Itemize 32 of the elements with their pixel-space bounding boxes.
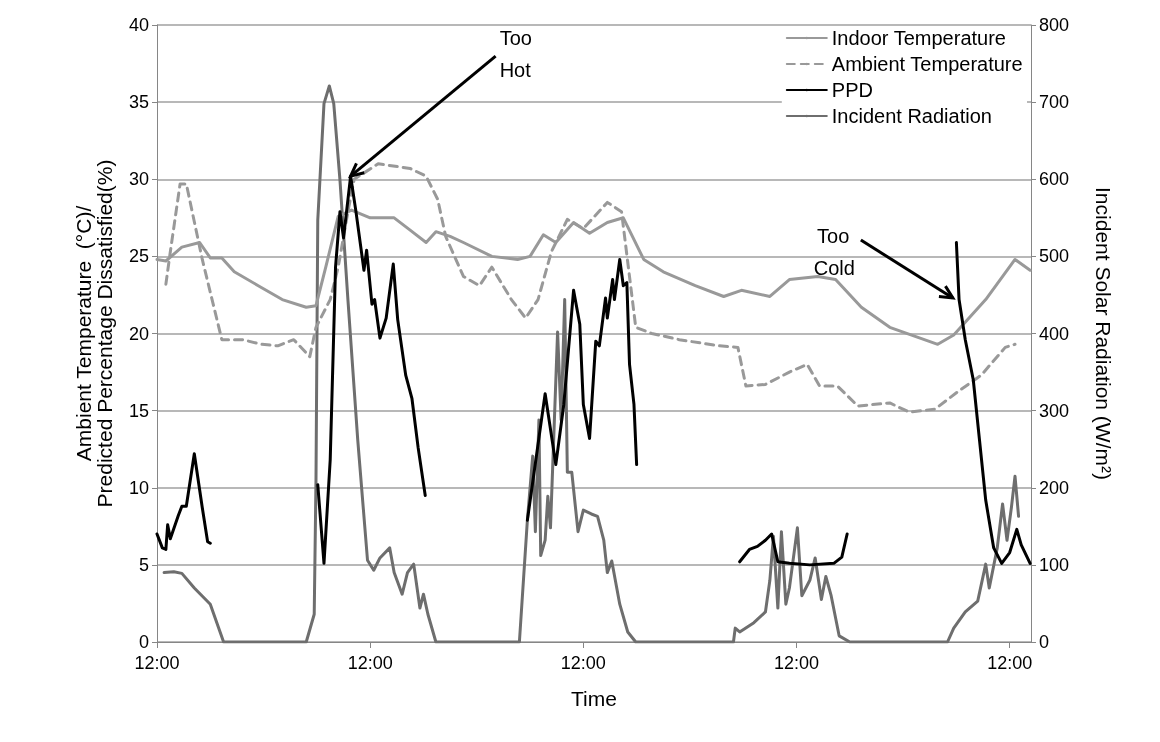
y2-axis-title: Incident Solar Radiation (W/m²): [1092, 187, 1115, 480]
y2-tick-label: 200: [1039, 477, 1070, 498]
y-tick-label: 40: [128, 15, 149, 35]
annotation: Too Cold: [813, 225, 855, 280]
legend-label: Indoor Temperature: [831, 27, 1006, 49]
x-axis-title: Time: [571, 687, 617, 710]
y-tick-label: 0: [138, 632, 149, 652]
y-tick-label: 10: [128, 477, 149, 498]
y2-tick-label: 100: [1039, 554, 1070, 575]
y2-tick-label: 800: [1039, 15, 1070, 35]
y-tick-label: 25: [128, 246, 149, 267]
y2-tick-label: 700: [1039, 92, 1070, 113]
legend-label: Ambient Temperature: [831, 53, 1023, 75]
y2-tick-label: 300: [1039, 400, 1070, 421]
y-tick-label: 5: [138, 554, 149, 575]
x-tick-label: 12:00: [560, 653, 606, 673]
y-tick-label: 35: [128, 92, 149, 113]
y-tick-label: 30: [128, 169, 149, 190]
x-tick-label: 12:00: [134, 653, 180, 673]
y2-tick-label: 600: [1039, 169, 1070, 190]
y2-tick-label: 400: [1039, 323, 1070, 344]
annotation: Too Hot: [499, 27, 538, 82]
legend-label: PPD: [831, 79, 873, 101]
y-tick-label: 15: [128, 400, 149, 421]
x-tick-label: 12:00: [347, 653, 393, 673]
x-tick-label: 12:00: [987, 653, 1033, 673]
y2-tick-label: 500: [1039, 246, 1070, 267]
x-tick-label: 12:00: [773, 653, 820, 673]
y2-tick-label: 0: [1039, 632, 1050, 652]
y-tick-label: 20: [128, 323, 149, 344]
legend-label: Incident Radiation: [831, 105, 992, 127]
y-axis-title: Ambient Temperature (°C)/ Predicted Percentage Dissatisfied(%): [72, 159, 116, 508]
